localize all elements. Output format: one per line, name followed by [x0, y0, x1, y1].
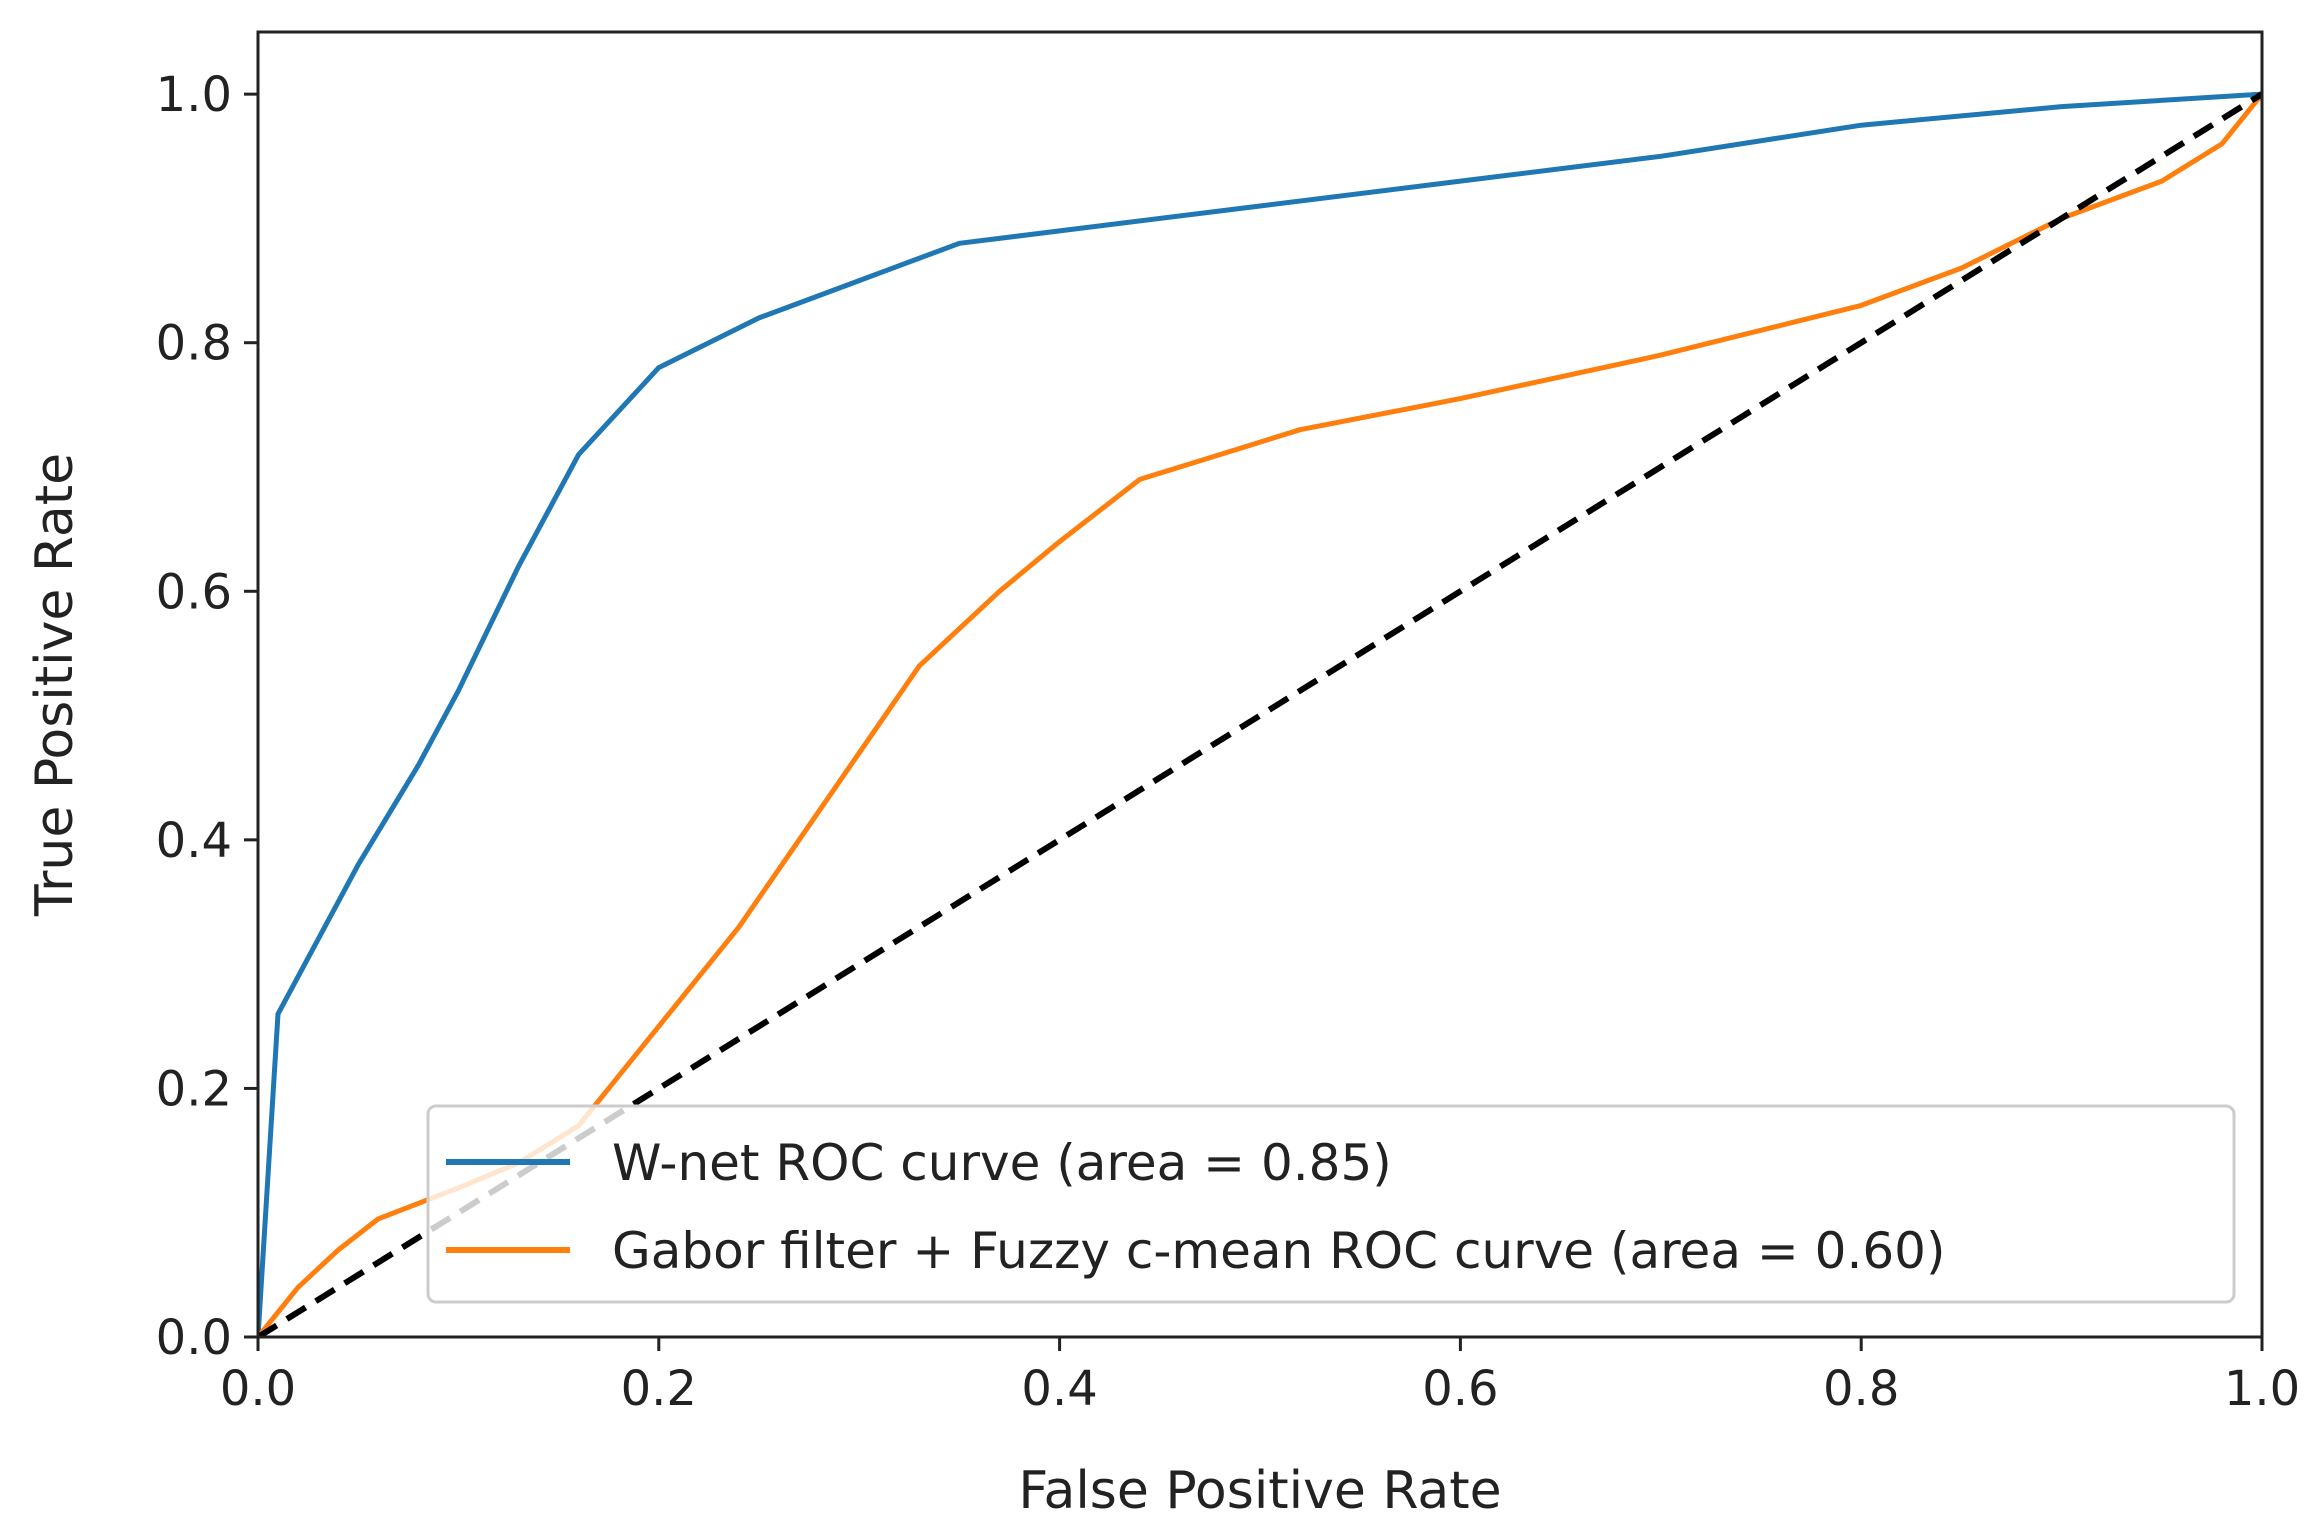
y-tick-label: 0.8: [156, 316, 232, 372]
series-line-0: [258, 91, 2262, 1337]
x-tick-label: 0.4: [1021, 1361, 1097, 1417]
y-tick-label: 0.2: [156, 1061, 232, 1117]
legend-entry-label: W-net ROC curve (area = 0.85): [612, 1134, 1392, 1192]
x-tick-label: 0.6: [1422, 1361, 1498, 1417]
legend-box: [426, 1104, 2236, 1304]
y-tick-label: 0.4: [156, 813, 232, 869]
axes: 0.0 0.2 0.4 0.6 0.8 1.0 0.0 0.2 0.4 0.6 0.8 1.0: [156, 30, 2300, 1417]
axes-frame: [256, 30, 2264, 1339]
x-tick-label: 1.0: [2224, 1361, 2300, 1417]
y-tick-label: 1.0: [156, 67, 232, 123]
legend-entry-label: Gabor filter + Fuzzy c-mean ROC curve (a…: [612, 1222, 1945, 1280]
x-tick-label: 0.2: [621, 1361, 697, 1417]
x-tick-label: 0.0: [220, 1361, 296, 1417]
y-tick-label: 0.6: [156, 564, 232, 620]
legend: W-net ROC curve (area = 0.85) Gabor filte…: [426, 1104, 2236, 1304]
y-axis-label: True Positive Rate: [25, 453, 85, 917]
y-tick-label: 0.0: [156, 1310, 232, 1366]
x-tick-label: 0.8: [1823, 1361, 1899, 1417]
x-axis-label: False Positive Rate: [1018, 1461, 1501, 1521]
